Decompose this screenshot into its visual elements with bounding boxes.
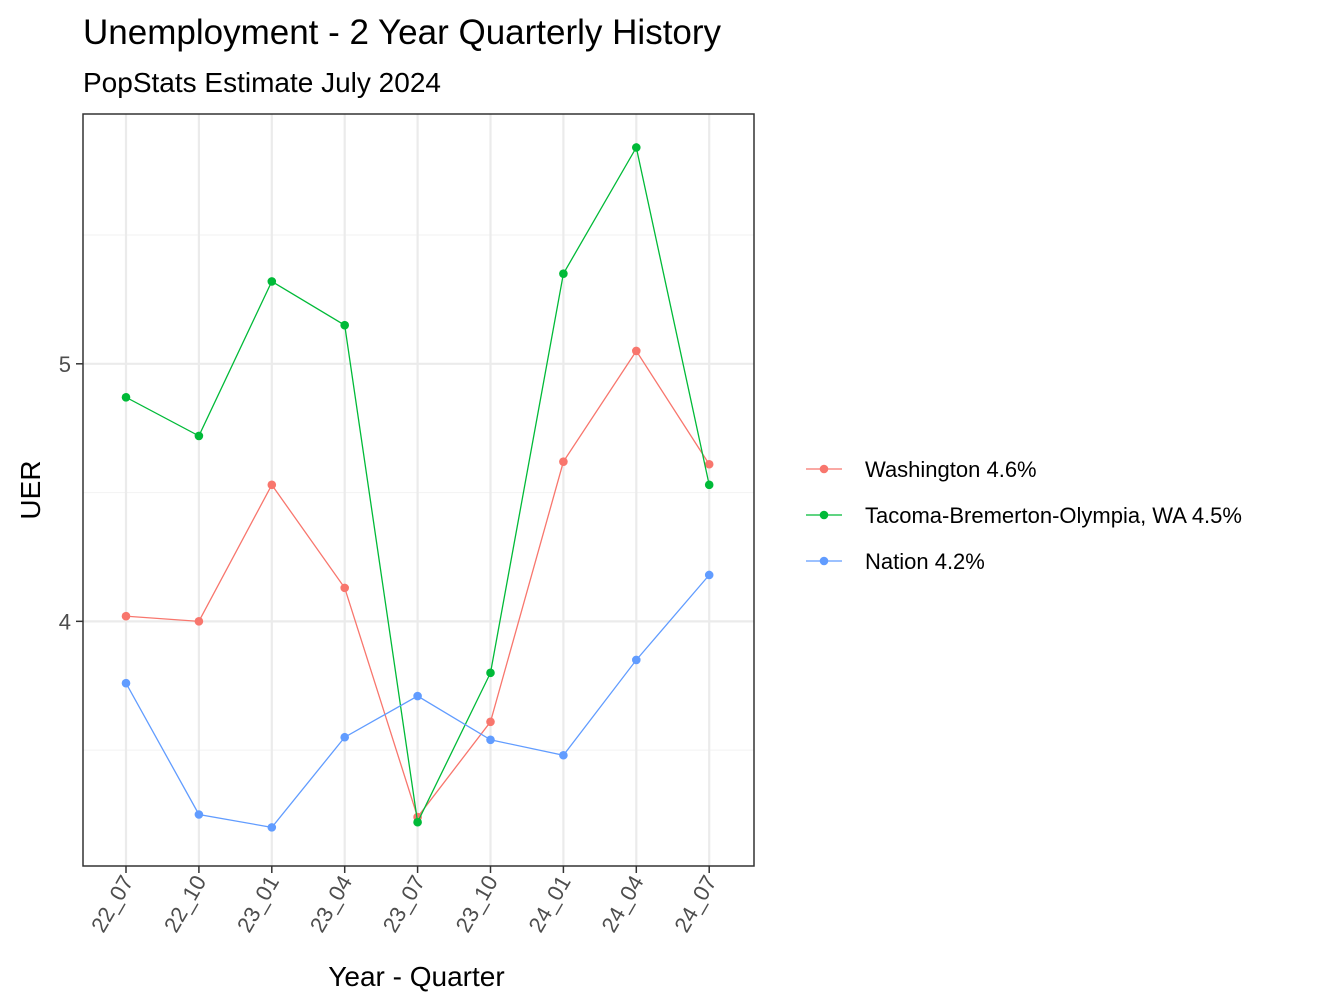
data-point xyxy=(704,570,714,580)
x-tick-label: 24_04 xyxy=(596,871,648,936)
legend-label: Washington 4.6% xyxy=(865,457,1037,482)
x-tick-label: 24_01 xyxy=(523,871,575,936)
data-point xyxy=(413,691,422,701)
x-tick-label: 24_07 xyxy=(669,871,721,936)
data-point xyxy=(632,143,641,152)
legend-item: Washington 4.6% xyxy=(806,457,1037,482)
data-point xyxy=(267,277,277,286)
legend-key-point xyxy=(819,556,829,566)
axes: 4 5 22_07 22_10 23_01 23_04 23_07 23_10 24_01 24_… xyxy=(59,352,722,937)
x-tick-label: 22_10 xyxy=(159,871,211,936)
x-tick-label: 22_07 xyxy=(86,871,138,936)
x-tick-label: 23_10 xyxy=(451,871,503,936)
plot-border xyxy=(82,113,755,867)
legend-label: Tacoma-Bremerton-Olympia, WA 4.5% xyxy=(865,503,1242,528)
data-point xyxy=(194,810,204,819)
data-point xyxy=(704,480,714,490)
x-axis-title: Year - Quarter xyxy=(328,961,504,992)
data-point xyxy=(632,655,641,665)
legend-key-point xyxy=(819,464,829,474)
data-point xyxy=(632,346,641,356)
data-point xyxy=(121,678,131,688)
grid xyxy=(83,114,754,866)
data-point xyxy=(559,269,568,278)
data-point xyxy=(267,823,277,832)
legend-label: Nation 4.2% xyxy=(865,549,985,574)
data-point xyxy=(559,457,568,466)
data-point xyxy=(267,480,277,490)
legend-item: Tacoma-Bremerton-Olympia, WA 4.5% xyxy=(806,503,1242,528)
data-point xyxy=(340,583,350,593)
data-point xyxy=(486,668,495,678)
series-1 xyxy=(121,143,714,827)
y-tick-label: 4 xyxy=(59,609,71,634)
data-point xyxy=(413,817,422,827)
x-tick-label: 23_04 xyxy=(305,871,357,936)
data-point xyxy=(194,617,204,626)
x-tick-label: 23_07 xyxy=(378,871,430,936)
series-2 xyxy=(121,570,714,832)
legend-key-point xyxy=(819,510,829,520)
y-tick-label: 5 xyxy=(59,352,71,377)
plot-series xyxy=(121,143,714,832)
data-point xyxy=(194,431,204,441)
data-point xyxy=(486,717,495,727)
x-tick-label: 23_01 xyxy=(232,871,284,936)
legend: Washington 4.6% Tacoma-Bremerton-Olympia,… xyxy=(806,457,1242,574)
data-point xyxy=(559,750,568,760)
data-point xyxy=(704,459,714,469)
data-point xyxy=(340,320,350,330)
y-axis-title: UER xyxy=(15,460,46,519)
legend-item: Nation 4.2% xyxy=(806,549,985,574)
data-point xyxy=(340,732,350,742)
data-point xyxy=(121,392,131,402)
data-point xyxy=(121,611,131,621)
data-point xyxy=(486,735,495,745)
chart-title: Unemployment - 2 Year Quarterly History xyxy=(83,13,722,52)
chart-subtitle: PopStats Estimate July 2024 xyxy=(83,67,441,98)
